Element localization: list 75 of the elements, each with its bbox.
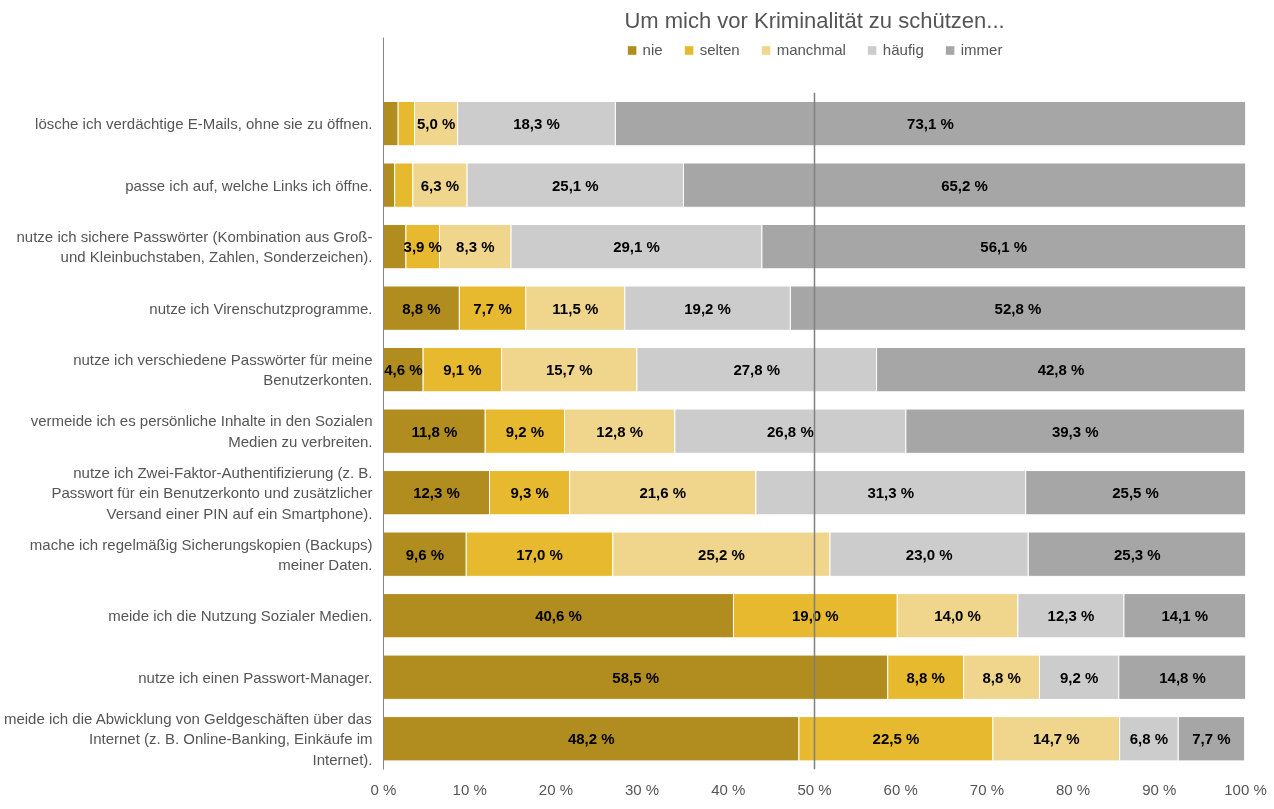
data-label: 9,1 % bbox=[443, 361, 482, 379]
data-label: 14,7 % bbox=[1032, 730, 1080, 748]
x-tick-label: 90 % bbox=[1142, 780, 1177, 798]
legend-label: immer bbox=[960, 41, 1003, 58]
x-tick-label: 30 % bbox=[625, 780, 660, 798]
y-tick-label: vermeide ich es persönliche Inhalte in den Sozialen Medien zu verbreiten. bbox=[30, 412, 373, 450]
data-label: 11,5 % bbox=[552, 299, 599, 317]
y-tick-label: mache ich regelmäßig Sicherungskopien (Backups) meiner Daten. bbox=[29, 535, 373, 573]
data-label: 6,8 % bbox=[1129, 730, 1169, 748]
data-label: 8,8 % bbox=[402, 299, 441, 317]
y-tick-label: nutze ich einen Passwort-Manager. bbox=[138, 668, 373, 686]
data-label: 22,5 % bbox=[872, 730, 920, 748]
x-tick-label: 70 % bbox=[969, 780, 1005, 798]
x-tick-label: 10 % bbox=[452, 780, 487, 798]
x-tick-label: 80 % bbox=[1056, 780, 1091, 798]
data-label: 14,1 % bbox=[1161, 607, 1209, 625]
data-label: 31,3 % bbox=[867, 484, 915, 502]
legend-label: selten bbox=[699, 41, 740, 58]
data-label: 17,0 % bbox=[516, 545, 563, 563]
x-tick-label: 60 % bbox=[883, 780, 918, 798]
y-tick-label: nutze ich sichere Passwörter (Kombination aus Groß- und Kleinbuchstaben, Zahlen, Sonderzeichen). bbox=[16, 227, 373, 266]
data-label: 15,7 % bbox=[545, 361, 593, 379]
data-label: 14,8 % bbox=[1159, 668, 1206, 686]
data-label: 58,5 % bbox=[612, 668, 659, 686]
data-label: 25,3 % bbox=[1113, 545, 1161, 563]
data-label: 9,3 % bbox=[510, 484, 549, 502]
data-label: 9,2 % bbox=[1059, 668, 1099, 686]
data-label: 56,1 % bbox=[980, 238, 1028, 256]
x-tick-label: 50 % bbox=[797, 780, 832, 798]
data-label: 8,8 % bbox=[982, 668, 1021, 686]
data-label: 6,3 % bbox=[420, 176, 460, 194]
data-label: 7,7 % bbox=[473, 299, 512, 317]
data-label: 25,1 % bbox=[551, 176, 599, 194]
data-label: 42,8 % bbox=[1037, 361, 1085, 379]
data-label: 12,3 % bbox=[413, 484, 460, 502]
data-label: 12,8 % bbox=[596, 422, 644, 440]
data-label: 27,8 % bbox=[733, 361, 781, 379]
data-label: 29,1 % bbox=[613, 238, 660, 256]
data-label: 65,2 % bbox=[941, 176, 988, 194]
y-tick-label: nutze ich Virenschutzprogramme. bbox=[149, 299, 373, 317]
data-label: 7,7 % bbox=[1192, 730, 1231, 748]
y-tick-label: nutze ich Zwei-Faktor-Authentifizierung (z. B. Passwort für ein Benutzerkonto und zusätzlicher Versand einer PIN auf ein Smartphone). bbox=[51, 463, 373, 522]
data-label: 26,8 % bbox=[767, 422, 814, 440]
data-label: 23,0 % bbox=[905, 545, 953, 563]
x-tick-label: 40 % bbox=[711, 780, 746, 798]
data-label: 19,2 % bbox=[684, 299, 731, 317]
data-label: 25,2 % bbox=[698, 545, 745, 563]
x-tick-label: 0 % bbox=[370, 780, 397, 798]
data-label: 14,0 % bbox=[934, 607, 981, 625]
data-label: 9,6 % bbox=[405, 545, 445, 563]
data-label: 18,3 % bbox=[513, 115, 560, 133]
x-tick-label: 100 % bbox=[1224, 780, 1267, 798]
legend-label: nie bbox=[642, 41, 663, 58]
data-label: 11,8 % bbox=[411, 422, 458, 440]
legend-label: häufig bbox=[882, 41, 924, 58]
y-tick-label: meide ich die Nutzung Sozialer Medien. bbox=[108, 607, 373, 625]
y-tick-label: lösche ich verdächtige E-Mails, ohne sie zu öffnen. bbox=[35, 115, 373, 133]
data-label: 25,5 % bbox=[1112, 484, 1159, 502]
data-label: 5,0 % bbox=[416, 115, 456, 133]
chart-title: Um mich vor Kriminalität zu schützen... bbox=[624, 7, 1005, 33]
y-tick-label: nutze ich verschiedene Passwörter für meine Benutzerkonten. bbox=[73, 350, 373, 389]
legend-label: manchmal bbox=[776, 41, 846, 58]
data-label: 52,8 % bbox=[994, 299, 1042, 317]
data-label: 40,6 % bbox=[535, 607, 582, 625]
data-label: 8,3 % bbox=[456, 238, 495, 256]
data-label: 48,2 % bbox=[567, 730, 615, 748]
data-label: 8,8 % bbox=[906, 668, 945, 686]
data-label: 12,3 % bbox=[1047, 607, 1095, 625]
y-tick-label: meide ich die Abwicklung von Geldgeschäften über das Internet (z. B. Online-Banking, Einkäufe im Internet). bbox=[3, 709, 373, 768]
y-tick-label: passe ich auf, welche Links ich öffne. bbox=[125, 176, 373, 194]
x-tick-label: 20 % bbox=[538, 780, 574, 798]
data-label: 39,3 % bbox=[1051, 422, 1099, 440]
data-label: 21,6 % bbox=[639, 484, 687, 502]
data-label: 73,1 % bbox=[907, 115, 954, 133]
data-label: 9,2 % bbox=[505, 422, 545, 440]
